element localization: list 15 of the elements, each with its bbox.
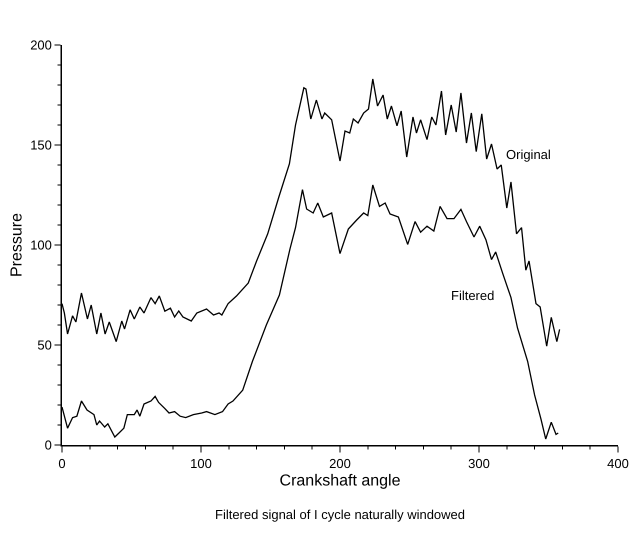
y-axis-title: Pressure [8, 212, 26, 278]
x-tick-label: 100 [190, 456, 212, 472]
series-label: Filtered [451, 288, 494, 303]
series-label: Original [506, 147, 551, 162]
y-tick-label: 0 [44, 438, 52, 453]
y-tick-label: 150 [30, 138, 52, 153]
y-tick-label: 50 [37, 338, 52, 353]
x-tick-label: 400 [607, 456, 629, 472]
x-axis-title: Crankshaft angle [280, 472, 401, 490]
x-tick-label: 200 [329, 456, 351, 472]
text: Filtered signal of I cycle naturally windowed [215, 507, 466, 522]
x-tick-label: 300 [468, 456, 490, 472]
y-tick-label: 200 [30, 38, 52, 53]
x-tick-label: 0 [58, 456, 66, 472]
y-tick-label: 100 [30, 238, 52, 253]
